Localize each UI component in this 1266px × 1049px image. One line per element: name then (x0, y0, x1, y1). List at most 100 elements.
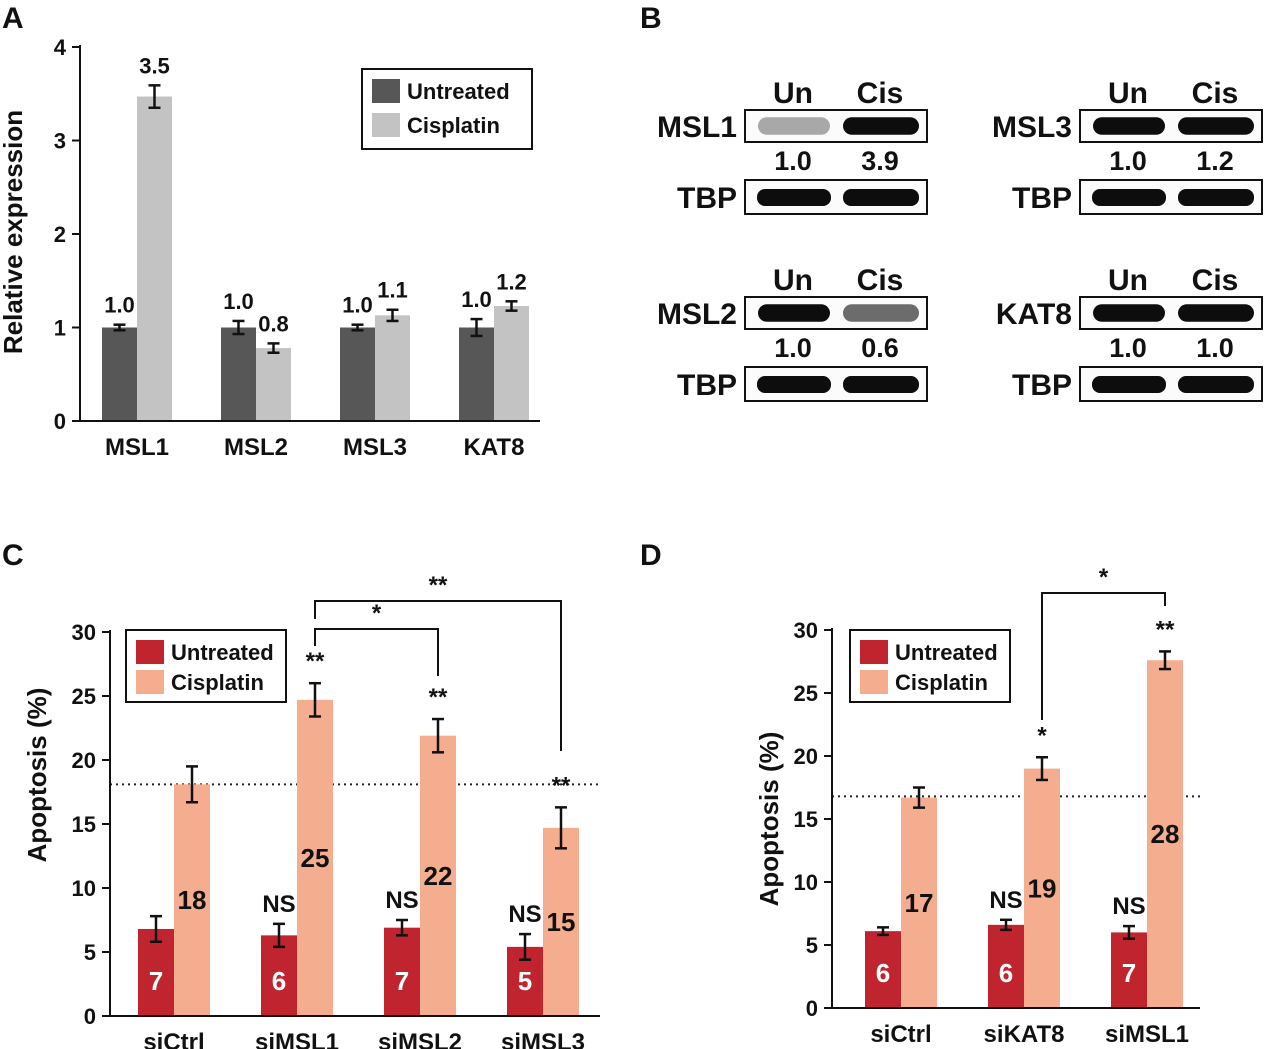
chart-c-apoptosis: 7 18 siCtrl 6 25 siMSL1 7 22 siMSL2 5 15 siMSL3 NS NS… (22, 572, 600, 1049)
bar-cisplatin-sictrl (901, 797, 937, 1008)
y-tick-label: 25 (794, 681, 818, 706)
data-label: 0.8 (258, 311, 289, 336)
bar-untreated-simsl2 (384, 927, 420, 1016)
significance-label: NS (989, 887, 1022, 914)
significance-label: NS (385, 887, 418, 914)
y-tick-label: 5 (84, 940, 96, 965)
y-axis-label: Relative expression (0, 110, 28, 354)
band-untreated (1093, 117, 1165, 135)
bar-cisplatin-simsl1 (1147, 660, 1183, 1008)
band-cisplatin (843, 304, 919, 322)
quantification: 1.0 (1196, 333, 1234, 363)
legend-label: Cisplatin (407, 113, 500, 138)
significance-bracket (1041, 592, 1166, 720)
bracket-label: * (1099, 564, 1109, 591)
x-tick-label: siCtrl (870, 1021, 931, 1048)
lane-header-un: Un (773, 77, 813, 110)
significance-label: NS (1112, 893, 1145, 920)
data-label: 1.0 (223, 289, 254, 314)
quantification: 3.9 (861, 146, 899, 176)
bracket-label: ** (429, 572, 448, 599)
data-label: 17 (905, 888, 934, 918)
x-tick-label: MSL3 (343, 434, 407, 461)
data-label: 25 (301, 843, 330, 873)
y-axis-label: Apoptosis (%) (22, 688, 52, 863)
data-label: 1.0 (461, 287, 492, 312)
quantification: 1.0 (1109, 146, 1147, 176)
data-label: 5 (518, 966, 532, 996)
bar-untreated-simsl1 (261, 935, 297, 1016)
y-tick-label: 15 (794, 807, 818, 832)
legend-label: Untreated (895, 640, 998, 665)
significance-label: ** (552, 772, 571, 799)
bar-cisplatin-simsl3 (543, 827, 579, 1016)
bar-cisplatin-sikat8 (1024, 768, 1060, 1008)
bar-cisplatin-msl2 (256, 348, 291, 421)
y-tick-label: 1 (54, 316, 66, 341)
data-label: 1.2 (496, 269, 527, 294)
band-tbp-cisplatin (1178, 189, 1254, 206)
band-cisplatin (1178, 117, 1254, 135)
data-label: 7 (1122, 958, 1136, 988)
data-label: 18 (178, 885, 207, 915)
data-label: 6 (272, 966, 286, 996)
lane-header-cis: Cis (857, 77, 904, 110)
band-tbp-cisplatin (1178, 376, 1254, 393)
data-label: 3.5 (139, 53, 170, 78)
legend-label: Untreated (171, 640, 274, 665)
bar-cisplatin-sictrl (174, 784, 210, 1016)
legend-label: Cisplatin (171, 670, 264, 695)
quantification: 1.2 (1196, 146, 1234, 176)
lane-header-un: Un (773, 264, 813, 297)
bracket-label: * (372, 600, 382, 627)
loading-control-name: TBP (1012, 369, 1072, 402)
bar-cisplatin-msl3 (375, 315, 410, 421)
loading-control-name: TBP (677, 369, 737, 402)
band-cisplatin (1178, 304, 1254, 322)
data-label: 7 (149, 966, 163, 996)
band-tbp-untreated (1092, 189, 1166, 206)
x-tick-label: KAT8 (464, 434, 525, 461)
legend-swatch (372, 79, 400, 103)
significance-label: ** (1156, 616, 1175, 643)
data-label: 6 (999, 958, 1013, 988)
y-tick-label: 3 (54, 129, 66, 154)
x-tick-label: siKAT8 (984, 1021, 1065, 1048)
x-tick-label: MSL2 (224, 434, 288, 461)
significance-label: NS (262, 891, 295, 918)
panel-letter-d: D (640, 539, 662, 572)
band-tbp-untreated (757, 376, 831, 393)
y-axis-label: Apoptosis (%) (754, 732, 784, 907)
y-tick-label: 15 (72, 812, 96, 837)
band-untreated (758, 117, 830, 135)
band-untreated (758, 304, 830, 322)
y-tick-label: 10 (794, 870, 818, 895)
y-tick-label: 0 (84, 1004, 96, 1029)
y-tick-label: 20 (72, 748, 96, 773)
y-tick-label: 25 (72, 684, 96, 709)
bar-cisplatin-simsl2 (420, 735, 456, 1016)
y-tick-label: 2 (54, 222, 66, 247)
data-label: 6 (876, 958, 890, 988)
lane-header-un: Un (1108, 264, 1148, 297)
significance-label: ** (429, 684, 448, 711)
quantification: 1.0 (774, 146, 812, 176)
quantification: 0.6 (861, 333, 899, 363)
quantification: 1.0 (774, 333, 812, 363)
panel-letter-b: B (640, 2, 662, 35)
data-label: 22 (424, 861, 453, 891)
band-untreated (1093, 304, 1165, 322)
western-blots: Un Cis MSL1 1.0 3.9 TBP Un Cis MSL3 1.0 1.2 TBP Un Ci… (657, 77, 1263, 402)
bar-untreated-sictrl (865, 931, 901, 1008)
x-tick-label: siMSL2 (378, 1029, 462, 1049)
y-tick-label: 0 (806, 996, 818, 1021)
significance-label: ** (306, 648, 325, 675)
data-label: 1.0 (104, 293, 135, 318)
y-tick-label: 10 (72, 876, 96, 901)
lane-header-un: Un (1108, 77, 1148, 110)
bar-untreated-msl1 (102, 327, 137, 421)
protein-name: MSL3 (992, 111, 1072, 144)
y-tick-label: 30 (72, 620, 96, 645)
